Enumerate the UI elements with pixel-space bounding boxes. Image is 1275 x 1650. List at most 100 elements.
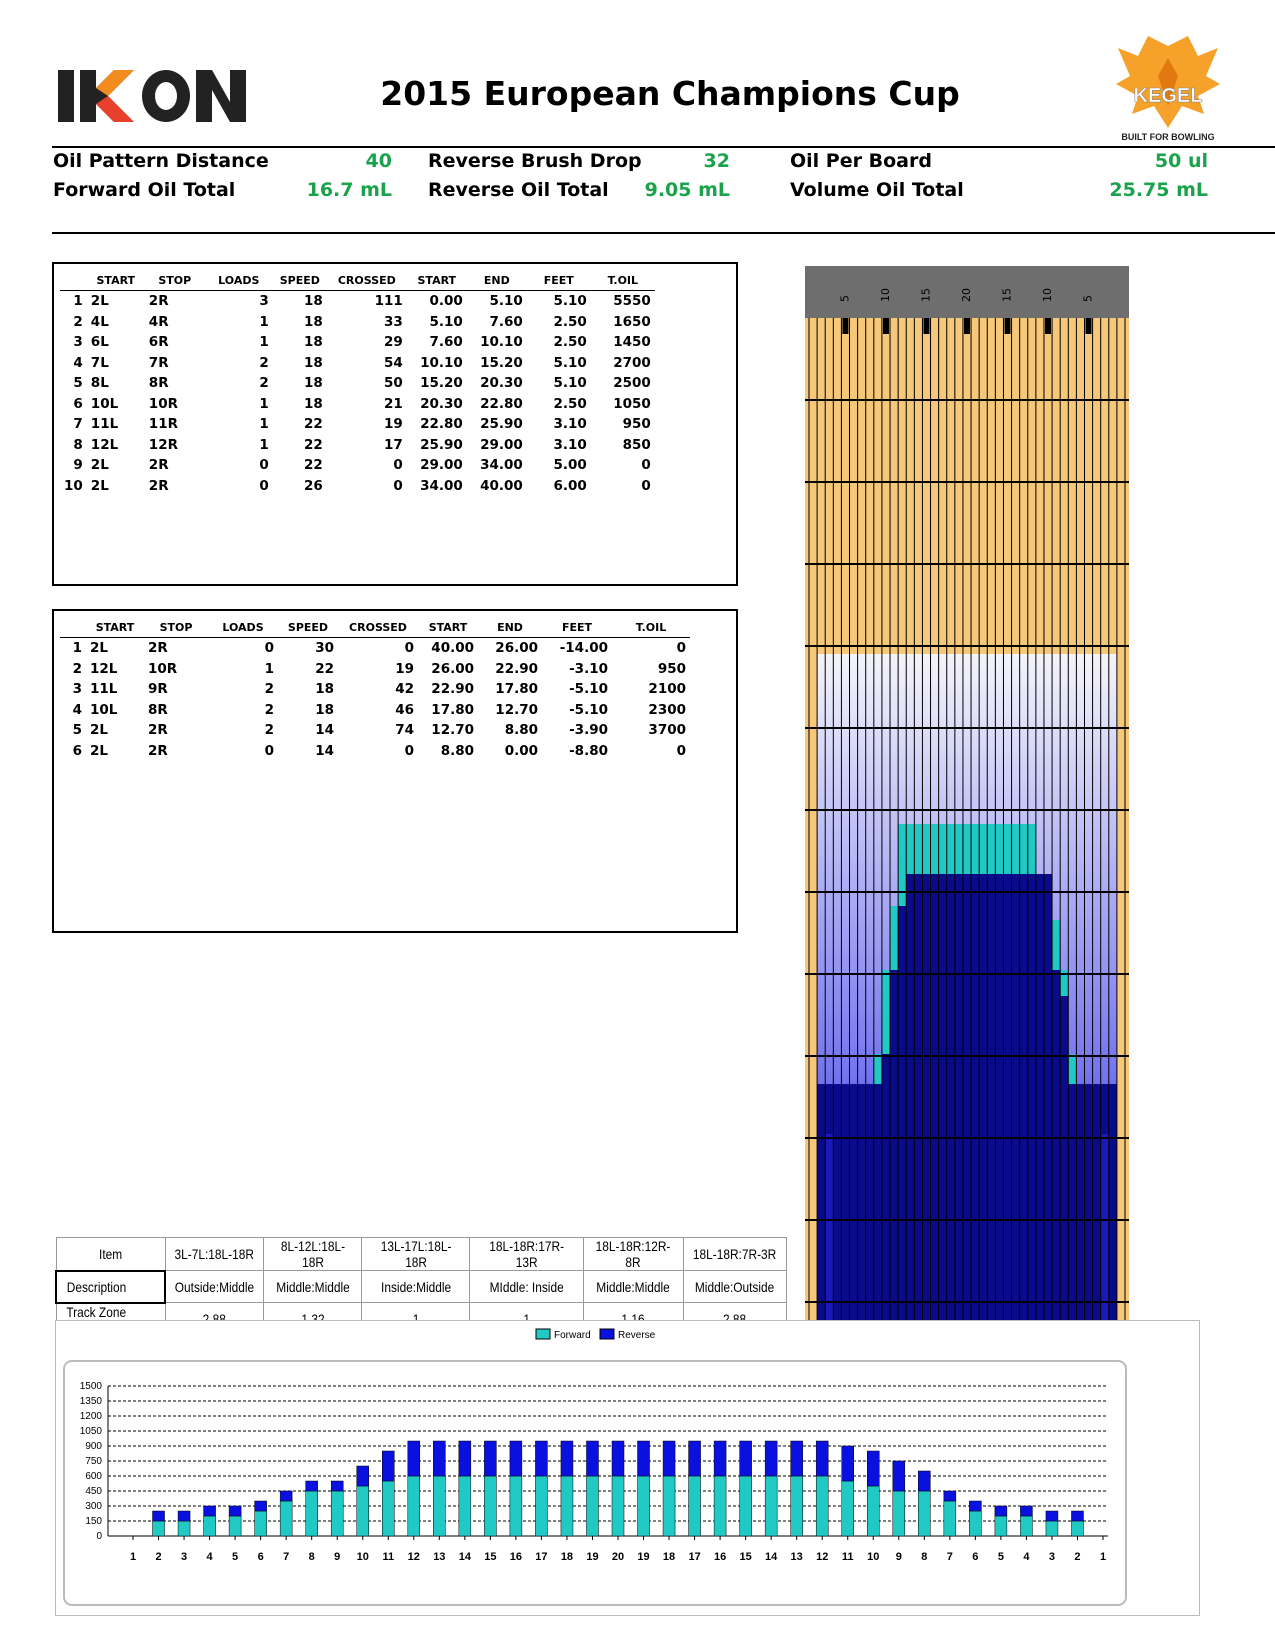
table-cell: 8.80 <box>504 722 538 739</box>
table-cell: 29 <box>384 334 403 351</box>
col-header: START <box>86 270 145 291</box>
table-cell: 8.80 <box>440 742 474 759</box>
arrow-label: 20 <box>960 288 973 302</box>
legend-swatch-forward <box>535 1328 551 1340</box>
table-row: 10 2L 2R 0 26 0 34.00 40.00 6.00 0 <box>60 476 655 497</box>
x-tick-label: 12 <box>408 1551 420 1563</box>
x-tick-label: 19 <box>637 1551 649 1563</box>
table-cell: 6.00 <box>553 477 587 494</box>
zone-cell: Middle:Outside <box>690 1270 780 1303</box>
bar-forward <box>560 1475 574 1537</box>
table-cell: -5.10 <box>569 681 608 698</box>
zone-cell: Outside:Middle <box>172 1270 257 1303</box>
table-cell: 0 <box>264 742 274 759</box>
table-cell: 8L <box>90 375 109 392</box>
oil-pattern-distance-value: 40 <box>365 150 392 172</box>
table-cell: 26 <box>304 477 323 494</box>
bar-reverse <box>892 1460 906 1492</box>
target-arrow-icon <box>1004 318 1011 334</box>
zone-cell: Item <box>63 1237 158 1271</box>
col-header: STOP <box>144 270 205 291</box>
bar-reverse <box>1045 1510 1059 1522</box>
table-cell: 21 <box>384 395 403 412</box>
table-row: 4 7L 7R 2 18 54 10.10 15.20 5.10 2700 <box>60 353 655 374</box>
reverse-pattern-table: START STOP LOADS SPEED CROSSED START END FEET T.… <box>60 617 690 761</box>
lane-reverse-oil <box>1100 1134 1109 1320</box>
table-row: 1 2L 2R 3 18 111 0.00 5.10 5.10 5550 <box>60 291 655 312</box>
y-tick-label: 900 <box>85 1441 102 1452</box>
forward-pattern-table: START STOP LOADS SPEED CROSSED START END FEET T.… <box>60 270 655 496</box>
table-cell: 17.80 <box>431 701 474 718</box>
table-cell: 2L <box>90 722 108 739</box>
bar-reverse <box>586 1440 599 1477</box>
table-cell: 2.50 <box>553 395 587 412</box>
bar-reverse <box>177 1510 191 1522</box>
table-cell: 18 <box>315 681 334 698</box>
table-cell: 17 <box>384 436 403 453</box>
bar-forward <box>867 1485 880 1537</box>
col-header: START <box>406 270 467 291</box>
kegel-logo: KEGEL BUILT FOR BOWLING <box>1116 36 1220 142</box>
x-tick-label: 19 <box>586 1551 598 1563</box>
table-cell: 1 <box>259 436 269 453</box>
legend-swatch-reverse <box>599 1328 615 1340</box>
y-tick-label: 600 <box>85 1471 102 1482</box>
table-row: 3 6L 6R 1 18 29 7.60 10.10 2.50 1450 <box>60 332 655 353</box>
bar-reverse <box>637 1440 650 1477</box>
target-arrow-icon <box>964 318 970 334</box>
table-cell: 3 <box>259 293 269 310</box>
oil-per-board-label: Oil Per Board <box>790 150 932 172</box>
table-cell: 4 <box>72 701 82 718</box>
bar-reverse <box>484 1440 497 1477</box>
table-cell: 22.90 <box>431 681 474 698</box>
target-arrow-icon <box>842 318 849 334</box>
bar-reverse <box>152 1510 165 1522</box>
bar-reverse <box>458 1440 472 1477</box>
table-cell: 0.00 <box>429 293 463 310</box>
bar-forward <box>382 1480 395 1537</box>
table-cell: 18 <box>304 354 323 371</box>
table-cell: 2 <box>264 722 274 739</box>
bar-forward <box>943 1500 957 1537</box>
table-cell: 7L <box>90 354 109 371</box>
x-tick-label: 10 <box>867 1551 879 1563</box>
x-tick-label: 8 <box>921 1551 927 1563</box>
table-cell: 33 <box>384 313 403 330</box>
table-cell: 4L <box>90 313 109 330</box>
y-tick-label: 750 <box>85 1456 102 1467</box>
table-cell: 42 <box>395 681 414 698</box>
table-cell: 10L <box>90 395 119 412</box>
zone-cell: 13L-17L:18L-18R <box>369 1237 463 1271</box>
x-tick-label: 5 <box>232 1551 238 1563</box>
header-rule <box>52 146 1275 148</box>
table-cell: 10R <box>148 660 178 677</box>
ikon-logo <box>58 70 246 122</box>
arrow-label: 15 <box>1001 288 1014 302</box>
table-cell: 74 <box>395 722 414 739</box>
bar-reverse <box>407 1440 421 1477</box>
bar-reverse <box>611 1440 625 1477</box>
table-cell: 12L <box>90 660 118 677</box>
x-tick-label: 9 <box>334 1551 340 1563</box>
table-row: 8 12L 12R 1 22 17 25.90 29.00 3.10 850 <box>60 435 655 456</box>
table-cell: 34.00 <box>480 457 523 474</box>
volume-oil-total-value: 25.75 mL <box>1109 179 1208 201</box>
table-cell: 18 <box>304 395 323 412</box>
table-cell: 18 <box>304 334 323 351</box>
col-header: T.OIL <box>612 617 690 638</box>
bar-reverse <box>688 1440 701 1477</box>
table-cell: 40.00 <box>431 640 474 657</box>
x-tick-label: 14 <box>765 1551 778 1563</box>
col-header: FEET <box>526 270 591 291</box>
table-cell: 29.00 <box>420 457 463 474</box>
bar-forward <box>254 1510 267 1537</box>
table-cell: 2100 <box>648 681 686 698</box>
table-cell: 1450 <box>613 334 651 351</box>
bar-forward <box>969 1510 982 1537</box>
x-tick-label: 15 <box>484 1551 496 1563</box>
table-cell: 20.30 <box>480 375 523 392</box>
bar-forward <box>739 1475 752 1537</box>
legend-label-reverse: Reverse <box>618 1330 656 1341</box>
lane-forward-oil <box>873 1054 882 1084</box>
table-cell: 11L <box>90 416 119 433</box>
